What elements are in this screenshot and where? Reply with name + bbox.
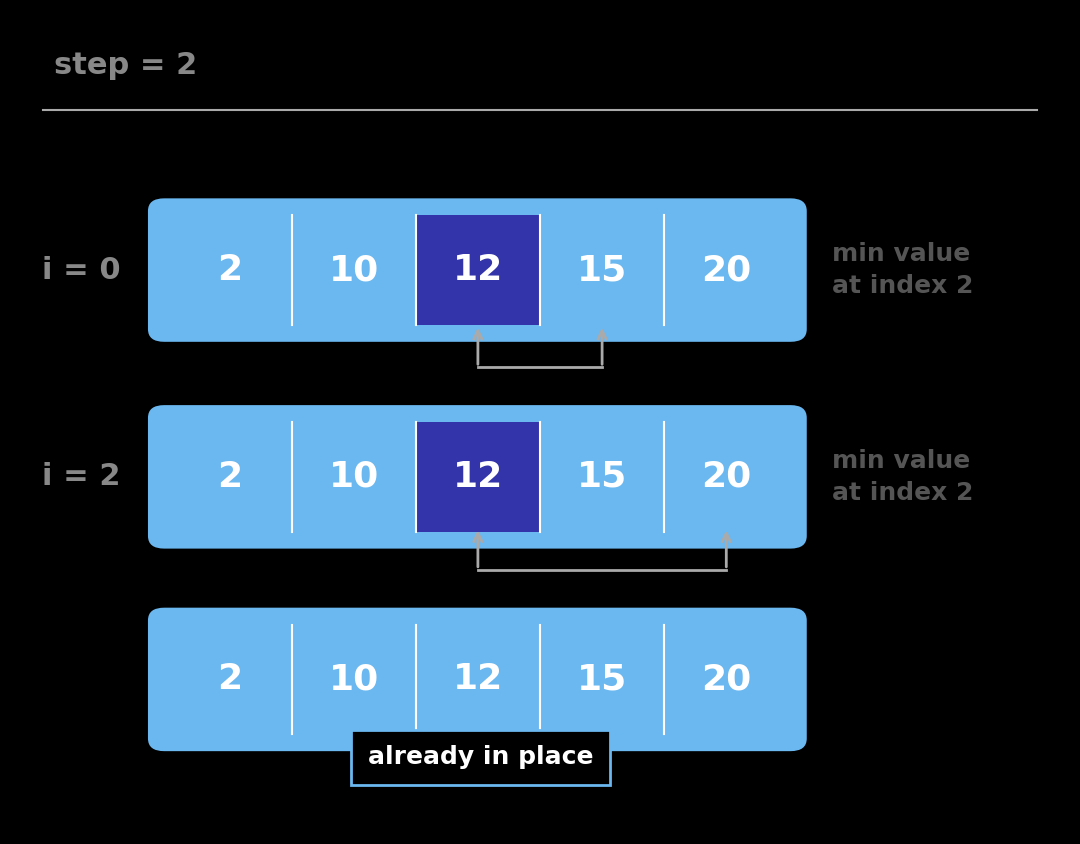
Bar <box>416 625 540 734</box>
Bar <box>664 625 788 734</box>
Bar <box>540 625 664 734</box>
Bar <box>292 625 416 734</box>
Text: step = 2: step = 2 <box>54 51 198 79</box>
Bar <box>664 422 788 532</box>
Text: 12: 12 <box>453 460 503 494</box>
FancyBboxPatch shape <box>148 608 807 751</box>
Text: 20: 20 <box>701 663 752 696</box>
Bar <box>167 215 292 325</box>
Text: 2: 2 <box>217 253 242 287</box>
Bar <box>167 625 292 734</box>
Text: 2: 2 <box>217 460 242 494</box>
Bar <box>540 422 664 532</box>
Text: 15: 15 <box>577 460 627 494</box>
FancyBboxPatch shape <box>148 405 807 549</box>
Bar <box>540 215 664 325</box>
Bar <box>664 215 788 325</box>
Text: 12: 12 <box>453 663 503 696</box>
Text: 15: 15 <box>577 253 627 287</box>
Text: 20: 20 <box>701 253 752 287</box>
FancyBboxPatch shape <box>148 198 807 342</box>
Text: 2: 2 <box>217 663 242 696</box>
Text: 10: 10 <box>328 253 379 287</box>
Text: 15: 15 <box>577 663 627 696</box>
Text: 12: 12 <box>453 253 503 287</box>
Bar <box>292 422 416 532</box>
Text: 10: 10 <box>328 663 379 696</box>
FancyBboxPatch shape <box>351 730 610 785</box>
Text: min value
at index 2: min value at index 2 <box>832 242 973 298</box>
Text: 10: 10 <box>328 460 379 494</box>
Bar <box>416 215 540 325</box>
Text: min value
at index 2: min value at index 2 <box>832 449 973 505</box>
Bar <box>167 422 292 532</box>
Text: already in place: already in place <box>368 745 593 770</box>
Bar <box>416 422 540 532</box>
Bar <box>292 215 416 325</box>
Text: i = 2: i = 2 <box>42 463 120 491</box>
Text: 20: 20 <box>701 460 752 494</box>
Text: i = 0: i = 0 <box>42 256 120 284</box>
